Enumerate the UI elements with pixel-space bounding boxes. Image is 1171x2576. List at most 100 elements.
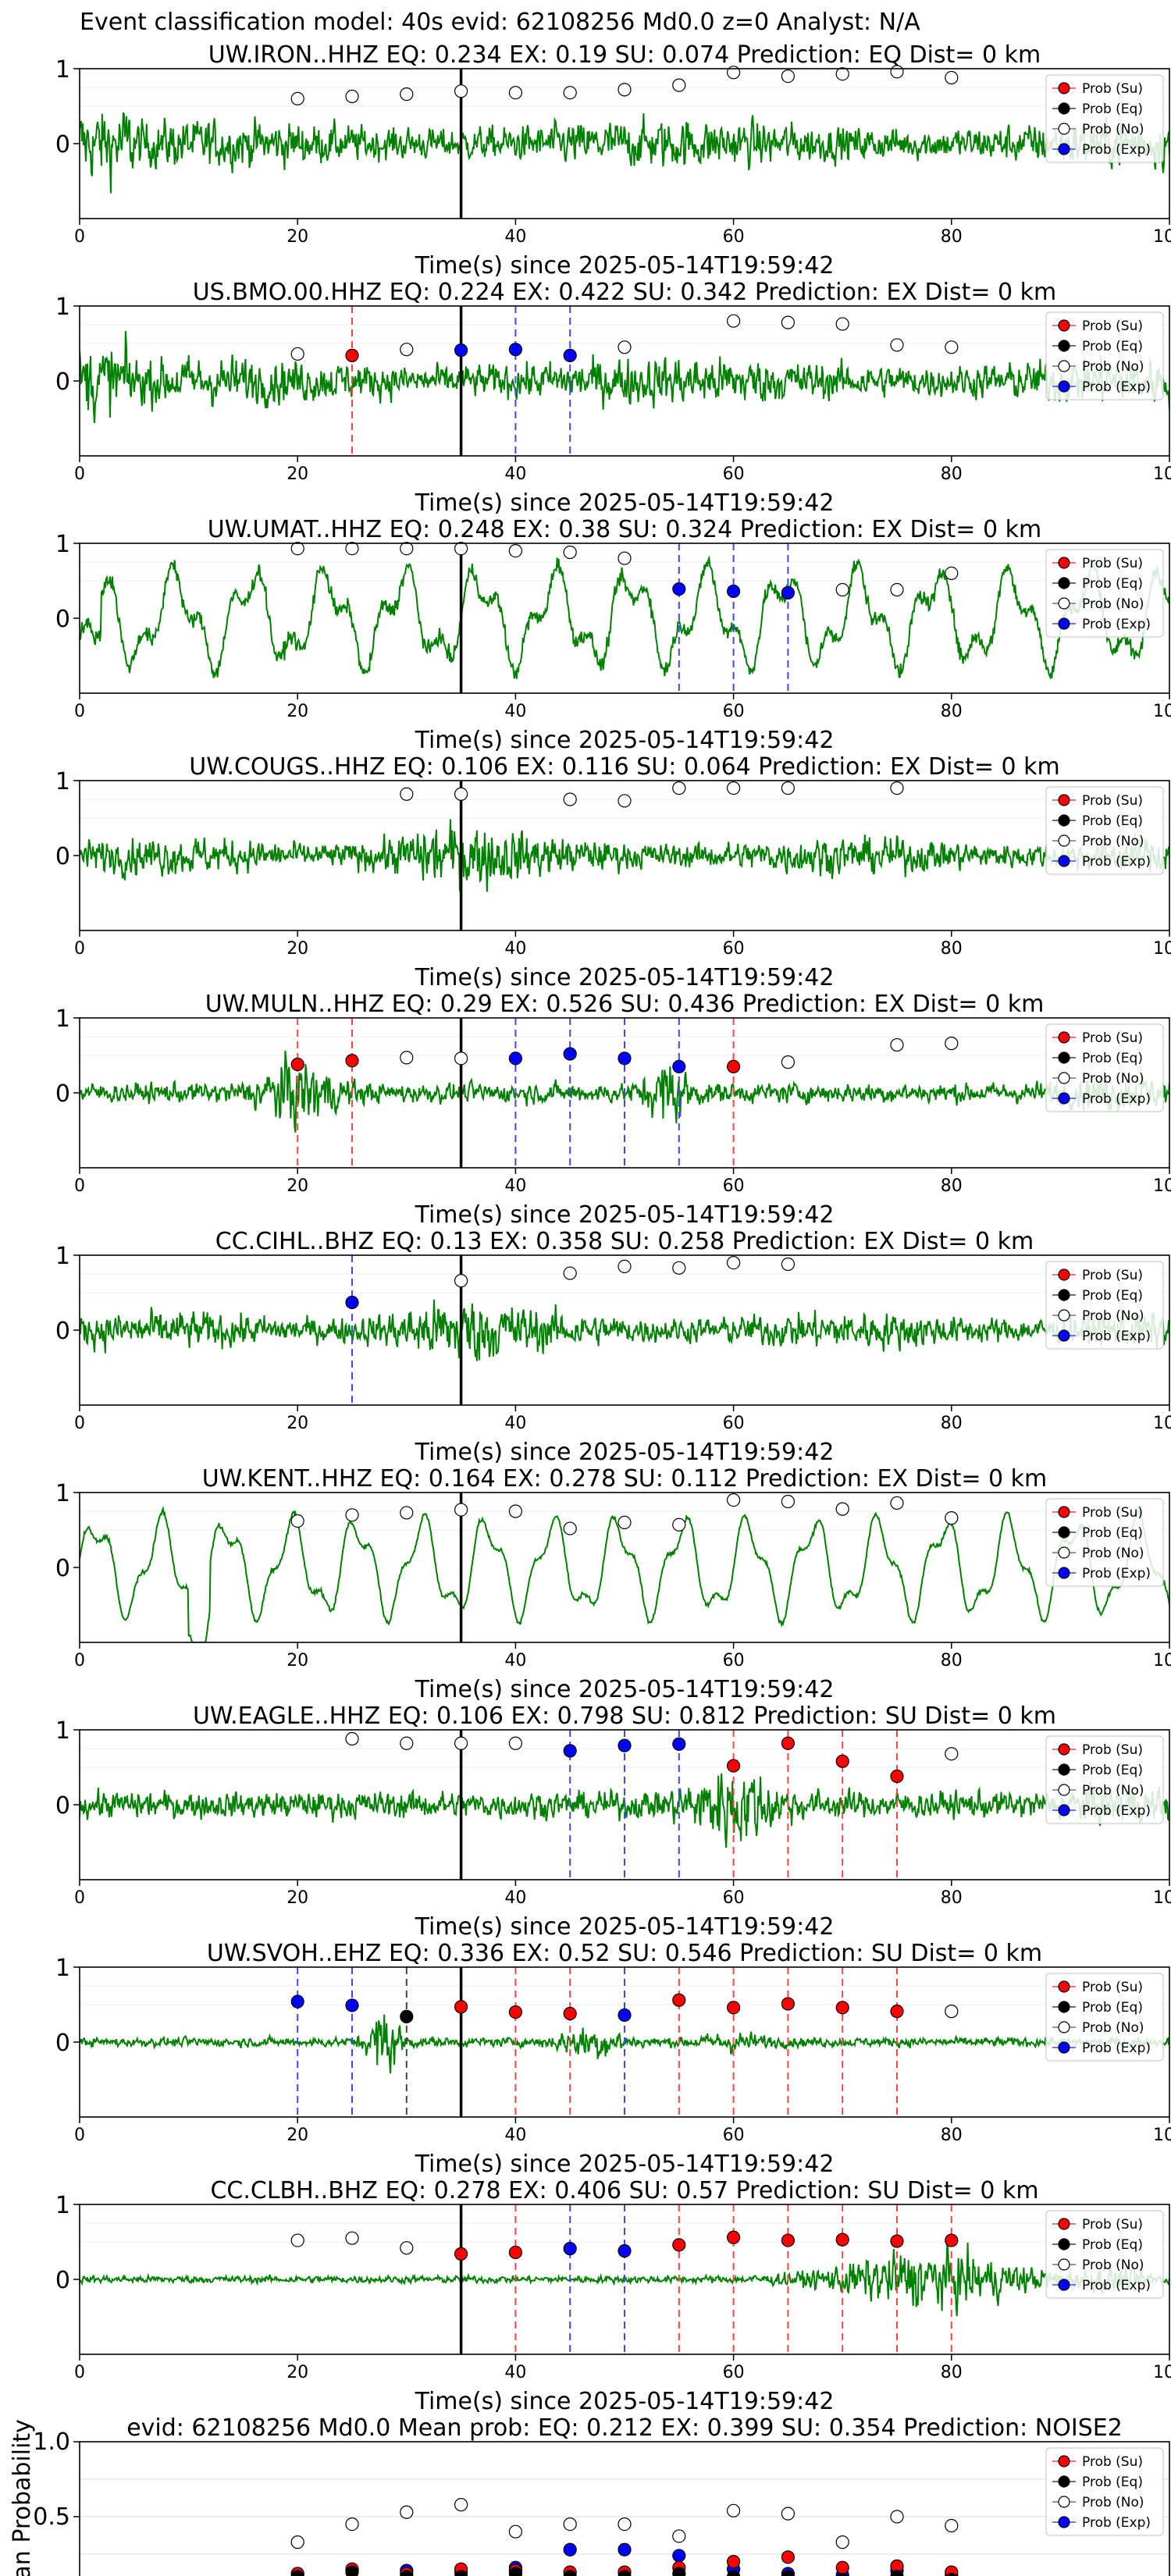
- y-tick-label: 0: [55, 2267, 70, 2294]
- mean-point-ex: [618, 2542, 632, 2556]
- legend-label: Prob (Eq): [1082, 576, 1143, 592]
- mean-point-no: [345, 2517, 359, 2532]
- prob-point-su: [890, 2005, 904, 2019]
- legend-label: Prob (No): [1082, 1546, 1144, 1561]
- mean-point-no: [508, 2524, 523, 2539]
- prob-point-ex: [672, 582, 686, 596]
- y-tick-label: 1.0: [33, 2428, 70, 2456]
- legend: Prob (Su) Prob (Eq) Prob (No) Prob (Exp): [1045, 74, 1164, 163]
- x-tick-label: 80: [941, 2126, 963, 2145]
- prob-point-no: [618, 1515, 632, 1530]
- prob-point-no: [890, 65, 904, 79]
- x-tick-label: 80: [941, 1888, 963, 1908]
- prob-point-su: [290, 1057, 304, 1072]
- legend-box: [1045, 1498, 1164, 1587]
- legend-box: [1045, 2447, 1164, 2536]
- mean-point-no: [835, 2535, 849, 2549]
- prob-point-no: [672, 1517, 686, 1532]
- mean-point-su: [781, 2550, 795, 2564]
- x-tick-label: 80: [941, 939, 963, 959]
- prob-point-no: [400, 1051, 414, 1065]
- legend-box: [1045, 311, 1164, 400]
- prob-point-no: [563, 1266, 577, 1280]
- x-tick-label: 40: [504, 702, 526, 721]
- prob-point-no: [290, 2233, 304, 2247]
- prob-point-no: [890, 1496, 904, 1510]
- prob-point-su: [781, 1997, 795, 2011]
- prob-point-ex: [345, 1998, 359, 2012]
- x-tick-label: 60: [723, 1176, 745, 1196]
- x-tick-label: 60: [723, 939, 745, 959]
- legend-marker-ex: [1058, 1567, 1070, 1579]
- legend-label: Prob (Eq): [1082, 813, 1143, 829]
- figure-title: Event classification model: 40s evid: 62…: [80, 9, 920, 36]
- legend-marker-eq: [1058, 2238, 1070, 2250]
- prob-point-no: [945, 1511, 959, 1525]
- prob-point-no: [400, 87, 414, 101]
- legend-marker-ex: [1058, 2516, 1070, 2528]
- x-tick-label: 60: [723, 1888, 745, 1908]
- prob-point-no: [454, 787, 468, 801]
- mean-probability-panel: evid: 62108256 Md0.0 Mean prob: EQ: 0.21…: [9, 2414, 1170, 2576]
- legend-marker-no: [1058, 1546, 1070, 1559]
- prob-point-no: [345, 542, 359, 556]
- panel-title: CC.CLBH..BHZ EQ: 0.278 EX: 0.406 SU: 0.5…: [210, 2177, 1038, 2204]
- legend: Prob (Su) Prob (Eq) Prob (No) Prob (Exp): [1045, 2447, 1164, 2536]
- legend-label: Prob (No): [1082, 2020, 1144, 2036]
- mean-point-no: [672, 2529, 686, 2543]
- legend-label: Prob (Eq): [1082, 101, 1143, 117]
- x-tick-label: 20: [287, 702, 308, 721]
- prob-point-no: [890, 582, 904, 597]
- legend-marker-su: [1058, 1031, 1070, 1044]
- y-tick-label: 1: [55, 531, 70, 558]
- legend-label: Prob (No): [1082, 1071, 1144, 1087]
- prob-point-no: [508, 86, 523, 100]
- prob-point-no: [508, 1504, 523, 1518]
- prob-point-no: [400, 787, 414, 801]
- x-tick-label: 40: [504, 1414, 526, 1433]
- prob-point-no: [781, 69, 795, 84]
- panel-title: UW.MULN..HHZ EQ: 0.29 EX: 0.526 SU: 0.43…: [205, 991, 1045, 1018]
- mean-point-no: [890, 2510, 904, 2524]
- prob-point-no: [400, 1506, 414, 1520]
- legend-marker-eq: [1058, 814, 1070, 827]
- legend-label: Prob (Eq): [1082, 2237, 1143, 2253]
- x-axis-label: Time(s) since 2025-05-14T19:59:42: [415, 2388, 835, 2415]
- x-tick-label: 80: [941, 1176, 963, 1196]
- mean-point-eq: [836, 2573, 849, 2576]
- prob-point-no: [672, 1261, 686, 1275]
- x-tick-label: 80: [941, 227, 963, 247]
- prob-point-no: [890, 1037, 904, 1052]
- legend-marker-su: [1058, 1268, 1070, 1281]
- prob-point-no: [945, 2005, 959, 2019]
- prob-point-ex: [563, 348, 577, 362]
- y-tick-label: 0: [55, 131, 70, 158]
- legend-label: Prob (Exp): [1082, 2041, 1151, 2056]
- x-tick-label: 0: [74, 2363, 85, 2382]
- legend-label: Prob (Su): [1082, 1980, 1143, 1995]
- prob-point-su: [835, 1754, 849, 1768]
- waveform-line: [80, 112, 1169, 194]
- y-tick-label: 0: [55, 1792, 70, 1820]
- legend-label: Prob (No): [1082, 1783, 1144, 1799]
- x-tick-label: 0: [74, 1414, 85, 1433]
- legend-marker-eq: [1058, 102, 1070, 115]
- prob-point-su: [454, 2247, 468, 2261]
- panel-title: UW.EAGLE..HHZ EQ: 0.106 EX: 0.798 SU: 0.…: [193, 1703, 1056, 1730]
- x-axis-label: Time(s) since 2025-05-14T19:59:42: [415, 1439, 835, 1466]
- legend-marker-ex: [1058, 143, 1070, 155]
- x-tick-label: 40: [504, 1176, 526, 1196]
- prob-point-ex: [563, 1744, 577, 1758]
- prob-point-ex: [672, 1059, 686, 1074]
- legend-marker-ex: [1058, 1092, 1070, 1105]
- legend-marker-su: [1058, 82, 1070, 94]
- x-axis-label: Time(s) since 2025-05-14T19:59:42: [415, 2151, 835, 2178]
- prob-point-no: [835, 582, 849, 597]
- y-axis-label: Mean Probability: [9, 2419, 36, 2576]
- prob-point-no: [400, 343, 414, 357]
- legend-label: Prob (No): [1082, 2495, 1144, 2510]
- x-axis-label: Time(s) since 2025-05-14T19:59:42: [415, 1913, 835, 1941]
- prob-point-no: [454, 1051, 468, 1066]
- prob-point-su: [945, 2233, 959, 2247]
